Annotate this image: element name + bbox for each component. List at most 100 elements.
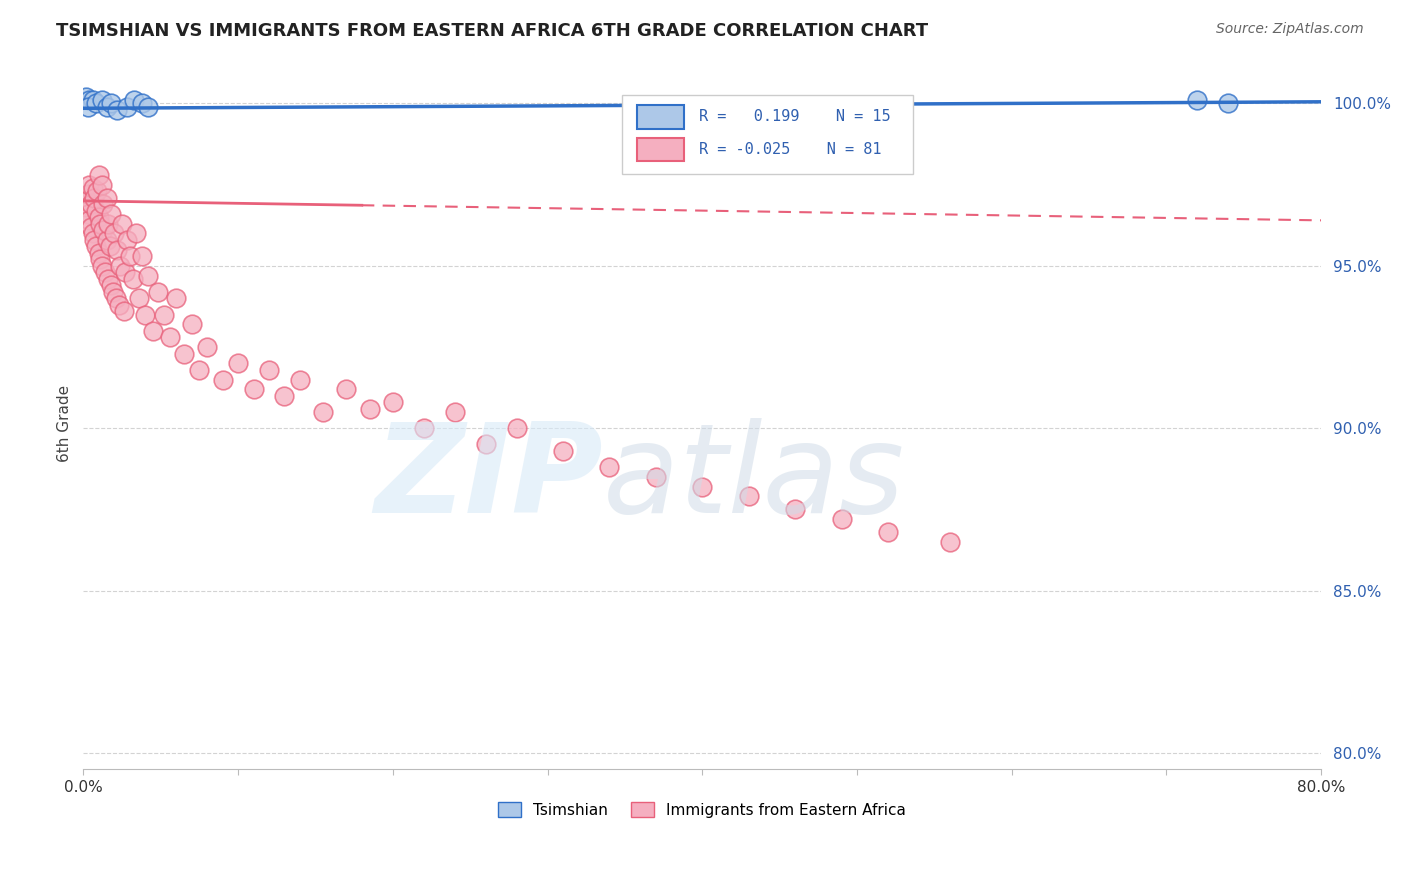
Point — [96, 100, 118, 114]
Text: Source: ZipAtlas.com: Source: ZipAtlas.com — [1216, 22, 1364, 37]
Point — [101, 285, 124, 299]
Point — [939, 535, 962, 549]
Point — [100, 278, 122, 293]
Point — [93, 197, 115, 211]
Point — [84, 203, 107, 218]
Point — [87, 168, 110, 182]
Point — [90, 178, 112, 192]
Point — [82, 227, 104, 241]
Point — [77, 100, 100, 114]
Point — [104, 291, 127, 305]
Point — [551, 444, 574, 458]
Point — [1218, 96, 1240, 111]
Point — [100, 96, 122, 111]
Point — [96, 233, 118, 247]
Point — [136, 100, 159, 114]
Point — [136, 268, 159, 283]
Point — [79, 178, 101, 192]
Point — [87, 245, 110, 260]
Point — [598, 460, 620, 475]
Point — [474, 437, 496, 451]
Point — [211, 372, 233, 386]
Point — [115, 233, 138, 247]
Point — [82, 93, 104, 107]
Point — [165, 291, 187, 305]
FancyBboxPatch shape — [637, 137, 683, 161]
Point — [142, 324, 165, 338]
Point — [93, 223, 115, 237]
Point — [86, 184, 108, 198]
Point — [115, 100, 138, 114]
Point — [1187, 93, 1209, 107]
Point — [195, 340, 218, 354]
Point — [103, 227, 125, 241]
Point — [131, 96, 153, 111]
Point — [257, 363, 280, 377]
Point — [381, 395, 404, 409]
Point — [134, 308, 156, 322]
Point — [105, 243, 128, 257]
Text: atlas: atlas — [603, 418, 905, 540]
Point — [124, 93, 146, 107]
Point — [146, 285, 169, 299]
Point — [831, 512, 853, 526]
Point — [90, 93, 112, 107]
Point — [83, 233, 105, 247]
Point — [877, 525, 900, 540]
Point — [80, 197, 103, 211]
Point — [105, 103, 128, 117]
Point — [783, 502, 806, 516]
Point — [75, 90, 97, 104]
Point — [173, 346, 195, 360]
Point — [100, 207, 122, 221]
Point — [121, 272, 143, 286]
Point — [90, 259, 112, 273]
Point — [288, 372, 311, 386]
FancyBboxPatch shape — [637, 105, 683, 128]
Point — [114, 265, 136, 279]
Point — [335, 382, 357, 396]
Point — [359, 401, 381, 416]
Y-axis label: 6th Grade: 6th Grade — [58, 384, 72, 462]
Point — [84, 96, 107, 111]
Point — [73, 194, 96, 208]
Point — [89, 252, 111, 267]
Point — [312, 405, 335, 419]
Point — [84, 239, 107, 253]
Point — [273, 389, 295, 403]
Point — [118, 249, 141, 263]
Point — [737, 490, 759, 504]
Point — [505, 421, 527, 435]
Point — [83, 191, 105, 205]
Point — [97, 272, 120, 286]
Point — [98, 239, 121, 253]
FancyBboxPatch shape — [621, 95, 912, 174]
Point — [152, 308, 174, 322]
Point — [82, 181, 104, 195]
Point — [412, 421, 434, 435]
Text: R = -0.025    N = 81: R = -0.025 N = 81 — [699, 142, 882, 157]
Point — [226, 356, 249, 370]
Point — [89, 217, 111, 231]
Point — [79, 213, 101, 227]
Point — [77, 187, 100, 202]
Point — [443, 405, 465, 419]
Point — [110, 259, 132, 273]
Text: TSIMSHIAN VS IMMIGRANTS FROM EASTERN AFRICA 6TH GRADE CORRELATION CHART: TSIMSHIAN VS IMMIGRANTS FROM EASTERN AFR… — [56, 22, 928, 40]
Point — [111, 217, 134, 231]
Point — [180, 318, 202, 332]
Point — [159, 330, 181, 344]
Point — [79, 93, 101, 107]
Point — [80, 219, 103, 234]
Point — [125, 227, 148, 241]
Point — [77, 207, 100, 221]
Point — [690, 480, 713, 494]
Point — [644, 470, 666, 484]
Point — [242, 382, 264, 396]
Legend: Tsimshian, Immigrants from Eastern Africa: Tsimshian, Immigrants from Eastern Afric… — [492, 796, 912, 824]
Point — [75, 200, 97, 214]
Point — [108, 298, 131, 312]
Point — [188, 363, 211, 377]
Point — [87, 210, 110, 224]
Point — [97, 217, 120, 231]
